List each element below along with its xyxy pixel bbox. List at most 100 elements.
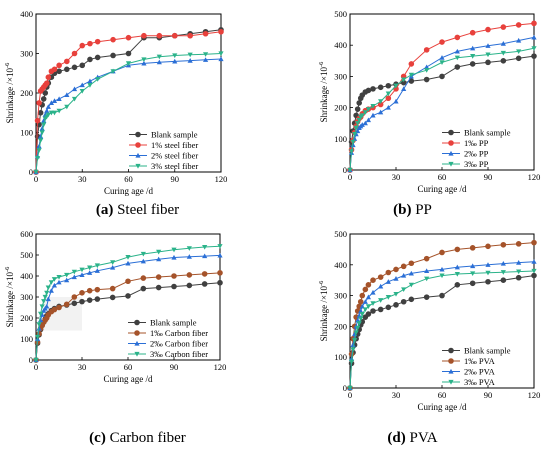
panel-pva: 0 30 60 90 120 0 100 200 300 400 500 Curing age /d S… [275,229,550,455]
legend-label: 3‰ PVA [464,377,496,387]
legend-marker [448,379,454,385]
legend-marker [448,368,454,374]
data-point [110,69,116,74]
data-point [515,55,522,62]
data-point [531,272,537,279]
data-point [45,74,52,80]
data-point [171,273,177,279]
data-point [347,385,353,391]
data-point [408,282,414,288]
data-point [470,271,476,277]
legend-label: 3‰ PP [464,159,489,169]
data-point [393,98,399,104]
data-point [79,88,85,94]
data-point [408,61,415,67]
data-point [140,258,146,264]
plot-frame [349,233,535,389]
caption-pp: (b) PP [275,202,550,219]
data-point [125,293,131,299]
data-point [378,99,384,104]
data-point [156,54,162,60]
data-point [500,50,506,56]
data-point [36,322,42,327]
data-point [125,50,132,57]
data-point [385,279,391,284]
data-point [186,254,192,259]
x-tick-label: 0 [34,174,38,184]
data-point [385,295,391,300]
data-point [95,77,101,82]
data-point [64,104,70,110]
data-point [87,78,93,84]
data-point [34,334,41,340]
data-point [94,263,100,269]
data-point [79,62,86,69]
data-point [531,46,537,51]
data-point [516,37,522,43]
data-point [469,61,476,67]
data-point [201,271,208,277]
data-point [356,321,362,326]
data-point [355,128,361,134]
y-tick-label: 400 [20,9,33,19]
series-3permille-pva [347,268,537,391]
data-point [94,54,101,61]
data-point [45,104,51,109]
legend-marker [448,161,454,167]
chart-pp: 0 30 60 90 120 0 100 200 300 400 500 Curing age /d S… [318,9,540,194]
x-tick-label: 60 [438,172,447,182]
data-point [36,100,42,106]
data-point [356,100,362,106]
data-point [358,316,364,322]
data-point [187,32,193,39]
legend-item-2permille-pp: 2‰ PP [442,149,489,159]
legend-item-3permille-pp: 3‰ PP [442,159,489,169]
data-point [378,283,384,289]
caption-label: (c) [89,430,106,446]
series-1pct-steel-fiber [33,28,224,175]
series-line [349,22,535,171]
data-point [439,39,445,45]
data-point [454,48,460,54]
data-point [365,304,371,309]
legend-marker [134,330,140,336]
data-point [393,302,399,308]
data-point [385,269,392,276]
data-point [64,66,70,73]
y-tick-label: 500 [20,250,33,260]
legend-label: 2‰ Carbon fiber [150,339,208,349]
data-point [378,298,384,303]
data-point [40,96,47,102]
x-axis-title: Curing age /d [418,402,467,412]
series-1permille-pp [347,20,537,173]
data-point [43,80,50,86]
data-point [140,285,147,292]
chart-carbon-fiber: 0 30 60 90 120 0 100 200 300 400 500 600 Curing age … [4,229,226,384]
data-point [56,108,62,114]
data-point [350,342,356,347]
data-point [469,245,476,251]
data-point [171,247,177,253]
data-point [218,28,224,35]
data-point [439,60,445,65]
caption-text: Carbon fiber [109,430,186,446]
x-tick-label: 90 [170,362,179,372]
caption-label: (d) [387,430,406,446]
data-point [356,313,362,318]
legend-label: 2‰ PVA [464,367,496,377]
data-point [439,249,445,256]
data-point [365,117,371,123]
y-tick-label: 0 [29,167,33,177]
data-point [87,56,93,63]
data-point [378,109,384,115]
panel-carbon-fiber: 0 30 60 90 120 0 100 200 300 400 500 600 Curing age … [0,229,275,455]
series-3permille-pp [347,46,537,173]
series-3pct-steel-fiber [33,51,224,175]
caption-pva: (d) PVA [275,430,550,447]
data-point [350,347,356,353]
data-point [42,294,48,300]
data-point [79,42,86,49]
plot-frame [349,13,535,171]
data-point [155,274,162,280]
